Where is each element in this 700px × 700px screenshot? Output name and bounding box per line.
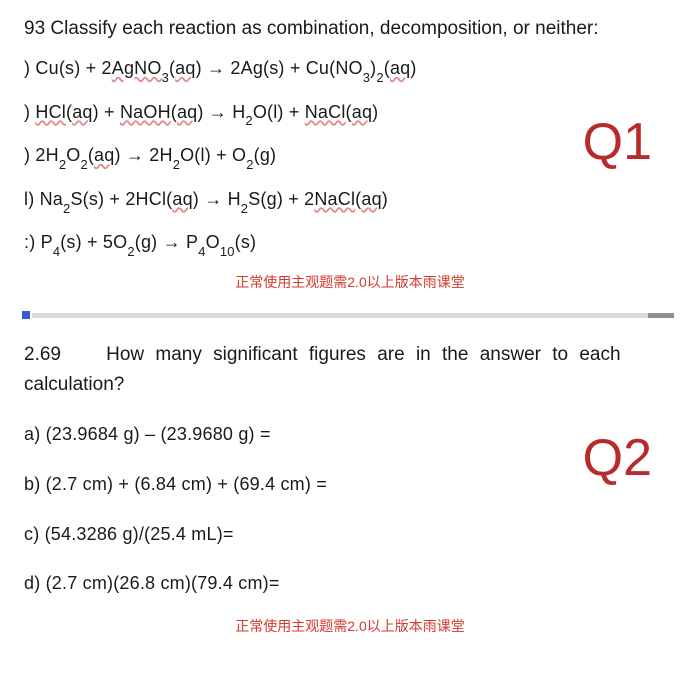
question-2-section: Q2 2.69 How many significant figures are… [0, 322, 700, 646]
q2-prompt: How many significant figures are in the … [24, 344, 621, 395]
q1-header: 93 Classify each reaction as combination… [24, 18, 676, 40]
item-equation: Cu(s) + 2AgNO3(aq) → 2Ag(s) + Cu(NO3)2(a… [35, 58, 416, 78]
q2-label: Q2 [583, 428, 652, 488]
q1-prompt: Classify each reaction as combination, d… [50, 18, 598, 39]
item-equation: HCl(aq) + NaOH(aq) → H2O(l) + NaCl(aq) [35, 102, 378, 122]
q2-item: c) (54.3286 g)/(25.4 mL)= [24, 521, 676, 549]
q2-number: 2.69 [24, 344, 61, 365]
q1-label: Q1 [583, 112, 652, 172]
q1-item: :) P4(s) + 5O2(g) → P4O10(s) [24, 232, 676, 256]
q2-header: 2.69 How many significant figures are in… [24, 340, 676, 401]
item-equation: Na2S(s) + 2HCl(aq) → H2S(g) + 2NaCl(aq) [40, 189, 388, 209]
question-1-section: Q1 93 Classify each reaction as combinat… [0, 0, 700, 302]
q1-item: ) HCl(aq) + NaOH(aq) → H2O(l) + NaCl(aq) [24, 102, 676, 126]
item-prefix: :) [24, 232, 35, 252]
q2-items: a) (23.9684 g) – (23.9680 g) = b) (2.7 cm… [24, 421, 676, 599]
q1-note: 正常使用主观题需2.0以上版本雨课堂 [24, 272, 676, 292]
q1-items: ) Cu(s) + 2AgNO3(aq) → 2Ag(s) + Cu(NO3)2… [24, 58, 676, 256]
q2-item: b) (2.7 cm) + (6.84 cm) + (69.4 cm) = [24, 471, 676, 499]
q1-item: ) 2H2O2(aq) → 2H2O(l) + O2(g) [24, 145, 676, 169]
item-equation: P4(s) + 5O2(g) → P4O10(s) [41, 232, 257, 252]
item-prefix: ) [24, 58, 30, 78]
q2-item: d) (2.7 cm)(26.8 cm)(79.4 cm)= [24, 570, 676, 598]
q1-number: 93 [24, 18, 45, 39]
item-prefix: l) [24, 189, 34, 209]
section-divider [26, 308, 674, 320]
item-prefix: ) [24, 145, 30, 165]
item-prefix: ) [24, 102, 30, 122]
item-equation: 2H2O2(aq) → 2H2O(l) + O2(g) [35, 145, 276, 165]
q1-item: l) Na2S(s) + 2HCl(aq) → H2S(g) + 2NaCl(a… [24, 189, 676, 213]
q2-note: 正常使用主观题需2.0以上版本雨课堂 [24, 616, 676, 636]
q2-item: a) (23.9684 g) – (23.9680 g) = [24, 421, 676, 449]
q1-item: ) Cu(s) + 2AgNO3(aq) → 2Ag(s) + Cu(NO3)2… [24, 58, 676, 82]
